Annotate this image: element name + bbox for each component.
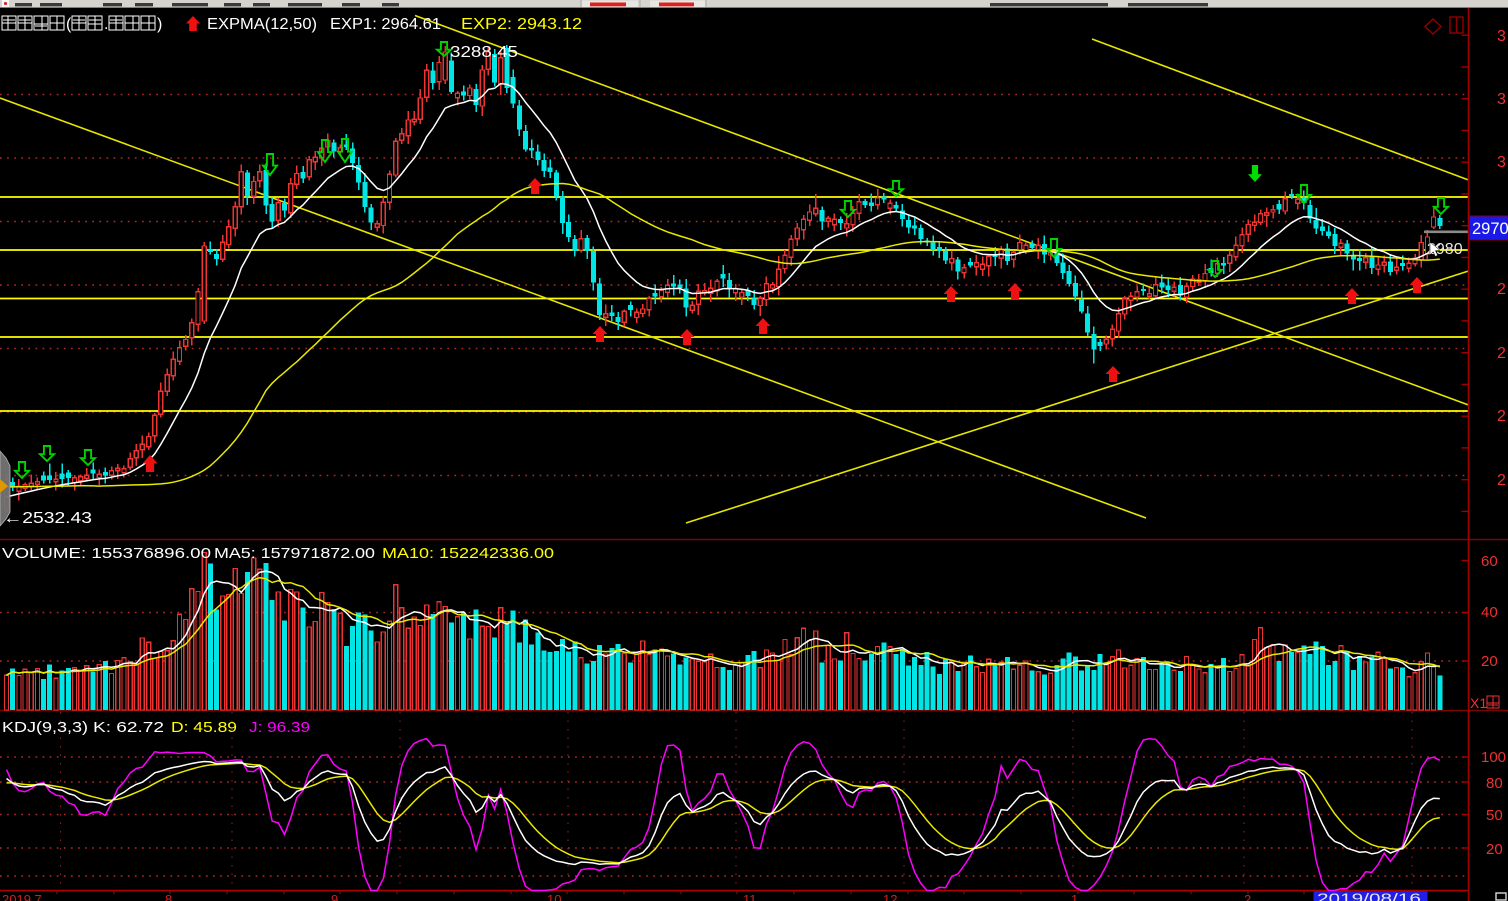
svg-text:←2532.43: ←2532.43 (3, 510, 92, 527)
svg-text:40: 40 (1481, 604, 1498, 621)
svg-text:3288.45: 3288.45 (450, 44, 518, 61)
svg-text:1: 1 (1071, 892, 1078, 901)
svg-text:2: 2 (1497, 408, 1506, 425)
svg-text:20: 20 (1481, 653, 1498, 670)
svg-text:2970: 2970 (1472, 220, 1508, 238)
svg-text:60: 60 (1481, 553, 1498, 570)
svg-text:EXP2: 2943.12: EXP2: 2943.12 (461, 16, 582, 33)
svg-text:9: 9 (331, 892, 338, 901)
svg-text:D: 45.89: D: 45.89 (171, 719, 237, 736)
svg-text:2: 2 (1497, 281, 1506, 298)
svg-text:.: . (104, 16, 108, 33)
svg-text:MA10: 152242336.00: MA10: 152242336.00 (382, 545, 554, 562)
svg-text:3: 3 (1497, 154, 1506, 171)
svg-text:VOLUME: 155376896.00: VOLUME: 155376896.00 (2, 545, 211, 562)
svg-text:10: 10 (547, 892, 561, 901)
svg-text:11: 11 (743, 892, 757, 901)
svg-text:3: 3 (1497, 28, 1506, 45)
svg-text:12: 12 (883, 892, 897, 901)
svg-text:2: 2 (1244, 892, 1251, 901)
svg-text:50: 50 (1486, 807, 1503, 824)
svg-text:3: 3 (1497, 91, 1506, 108)
svg-text:8: 8 (165, 892, 172, 901)
svg-text:X1: X1 (1470, 695, 1487, 711)
svg-text:): ) (157, 16, 162, 33)
svg-text:2: 2 (1497, 472, 1506, 489)
svg-text:80: 80 (1486, 775, 1503, 792)
svg-text:100: 100 (1481, 749, 1506, 766)
svg-text:J: 96.39: J: 96.39 (249, 719, 310, 736)
svg-text:2019 7: 2019 7 (2, 892, 42, 901)
svg-text:MA5: 157971872.00: MA5: 157971872.00 (214, 545, 375, 562)
svg-text:2: 2 (1497, 345, 1506, 362)
svg-text:EXPMA(12,50): EXPMA(12,50) (207, 16, 317, 33)
svg-text:KDJ(9,3,3): KDJ(9,3,3) (2, 719, 88, 736)
svg-text:(: ( (66, 16, 72, 33)
svg-text:20: 20 (1486, 841, 1503, 858)
svg-text:K: 62.72: K: 62.72 (93, 719, 164, 736)
svg-text:EXP1: 2964.61: EXP1: 2964.61 (330, 16, 441, 33)
svg-text:2019/08/16: 2019/08/16 (1317, 890, 1421, 901)
